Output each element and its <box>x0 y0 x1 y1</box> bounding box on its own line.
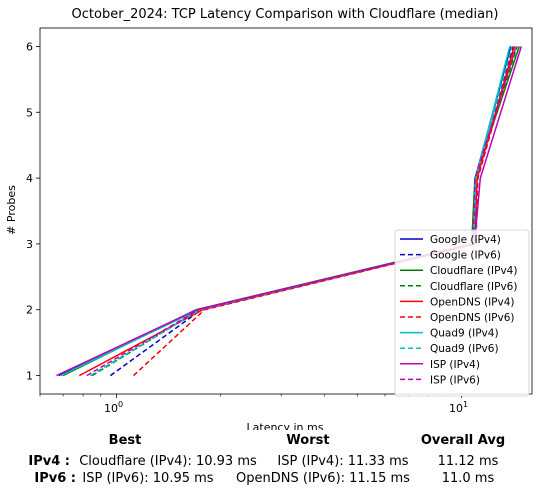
chart: October_2024: TCP Latency Comparison wit… <box>5 7 533 430</box>
x-tick-label: 100 <box>104 400 123 415</box>
summary-header-best: Best <box>108 433 142 448</box>
legend-entry: OpenDNS (IPv4) <box>430 296 515 308</box>
summary-row-ipv6-best: ISP (IPv6): 10.95 ms <box>82 471 214 486</box>
y-tick-label: 2 <box>26 304 33 317</box>
y-tick-label: 4 <box>26 172 33 185</box>
summary-header-avg: Overall Avg <box>420 433 506 448</box>
legend-entry: ISP (IPv4) <box>430 359 480 371</box>
summary-row-ipv4-avg: 11.12 ms <box>437 454 499 469</box>
summary-header-worst: Worst <box>286 433 330 448</box>
legend-entry: Google (IPv6) <box>430 250 501 262</box>
series-line-3 <box>91 46 518 377</box>
legend-entry: OpenDNS (IPv6) <box>430 312 515 324</box>
summary-row-ipv6-worst: OpenDNS (IPv6): 11.15 ms <box>236 471 410 486</box>
legend-entry: ISP (IPv6) <box>430 374 480 386</box>
y-axis-label: # Probes <box>5 185 18 235</box>
plot-frame <box>39 27 533 395</box>
legend-entry: Quad9 (IPv4) <box>430 328 499 340</box>
legend-entry: Cloudflare (IPv4) <box>430 265 517 277</box>
summary-row-ipv4-label: IPv4 : <box>28 454 70 469</box>
legend-entry: Quad9 (IPv6) <box>430 343 499 355</box>
legend: Google (IPv4) Google (IPv6) Cloudflare (IP… <box>394 229 530 397</box>
legend-box <box>394 229 530 397</box>
summary-row-ipv4-best: Cloudflare (IPv4): 10.93 ms <box>79 454 257 469</box>
legend-entry: Google (IPv4) <box>430 234 501 246</box>
x-axis-label: Latency in ms <box>247 421 324 430</box>
x-tick-label: 101 <box>449 400 468 415</box>
summary-row-ipv4-worst: ISP (IPv4): 11.33 ms <box>277 454 409 469</box>
y-tick-label: 3 <box>26 238 33 251</box>
legend-entry: Cloudflare (IPv6) <box>430 281 517 293</box>
chart-title: October_2024: TCP Latency Comparison wit… <box>72 7 499 22</box>
summary-row-ipv6-avg: 11.0 ms <box>441 471 495 486</box>
summary-row-ipv6-label: IPv6 : <box>34 471 76 486</box>
y-tick-label: 6 <box>26 40 33 53</box>
y-tick-label: 5 <box>26 106 33 119</box>
y-tick-label: 1 <box>26 370 33 383</box>
